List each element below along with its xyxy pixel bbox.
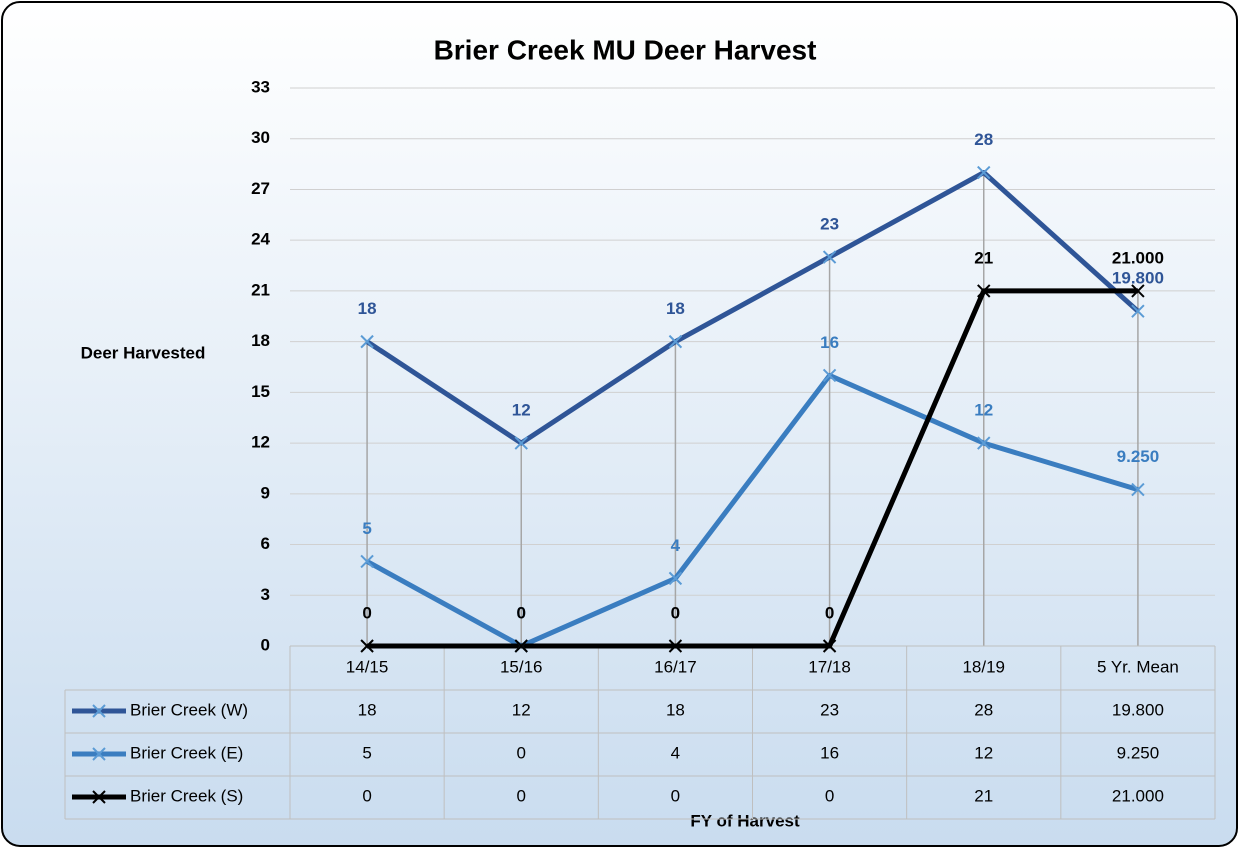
data-label: 0	[362, 603, 371, 622]
marker	[668, 639, 683, 653]
legend-label: Brier Creek (E)	[130, 743, 243, 762]
x-tick-label: 15/16	[500, 657, 543, 676]
y-tick-label: 9	[261, 483, 270, 502]
table-cell: 18	[358, 700, 377, 719]
data-label: 21.000	[1112, 248, 1164, 267]
table-cell: 21.000	[1112, 786, 1164, 805]
data-label: 4	[671, 536, 681, 555]
chart-title: Brier Creek MU Deer Harvest	[434, 34, 817, 65]
marker	[514, 436, 528, 450]
y-axis-label: Deer Harvested	[81, 343, 206, 362]
y-tick-label: 3	[261, 585, 270, 604]
x-tick-label: 16/17	[654, 657, 697, 676]
data-label: 9.250	[1117, 447, 1160, 466]
y-tick-label: 0	[261, 635, 270, 654]
x-tick-label: 5 Yr. Mean	[1097, 657, 1179, 676]
data-label: 5	[362, 519, 371, 538]
marker	[977, 165, 991, 180]
marker	[977, 284, 991, 298]
table-cell: 23	[820, 700, 839, 719]
data-label: 18	[666, 299, 685, 318]
table-cell: 12	[512, 700, 531, 719]
y-tick-label: 21	[251, 280, 270, 299]
marker	[668, 334, 683, 349]
marker	[668, 571, 683, 586]
table-cell: 18	[666, 700, 685, 719]
y-tick-label: 24	[251, 230, 270, 249]
y-tick-label: 27	[251, 179, 270, 198]
marker	[360, 334, 374, 349]
data-label: 0	[517, 603, 526, 622]
series-line	[365, 372, 1139, 649]
series-line	[367, 288, 1138, 649]
table-cell: 0	[825, 786, 834, 805]
marker	[822, 368, 837, 383]
data-label: 0	[825, 603, 834, 622]
table-cell: 5	[362, 743, 371, 762]
marker	[1131, 304, 1145, 318]
legend-marker	[92, 704, 106, 718]
table-cell: 21	[974, 786, 993, 805]
marker	[514, 639, 528, 653]
table-cell: 16	[820, 743, 839, 762]
legend-label: Brier Creek (S)	[130, 786, 243, 805]
marker	[822, 250, 837, 264]
y-tick-label: 6	[261, 534, 270, 553]
table-cell: 28	[974, 700, 993, 719]
data-label: 18	[358, 299, 377, 318]
marker	[360, 554, 374, 569]
data-label: 21	[974, 248, 993, 267]
data-label: 12	[512, 401, 531, 420]
marker	[822, 639, 837, 653]
data-label: 0	[517, 603, 526, 622]
data-label: 28	[974, 130, 993, 149]
x-tick-label: 17/18	[808, 657, 851, 676]
table-cell: 19.800	[1112, 700, 1164, 719]
marker	[1131, 482, 1145, 497]
legend-marker	[92, 790, 106, 804]
x-tick-label: 14/15	[346, 657, 389, 676]
data-label: 0	[671, 603, 680, 622]
y-tick-label: 12	[251, 433, 270, 452]
table-cell: 9.250	[1117, 743, 1160, 762]
data-label: 19.800	[1112, 269, 1164, 288]
series-line	[365, 170, 1140, 446]
y-tick-label: 15	[251, 382, 270, 401]
table-cell: 0	[517, 786, 526, 805]
marker	[977, 436, 991, 450]
table-cell: 0	[362, 786, 371, 805]
data-label: 16	[820, 333, 839, 352]
x-tick-label: 18/19	[962, 657, 1005, 676]
x-axis-label: FY of Harvest	[690, 811, 800, 830]
data-label: 23	[820, 215, 839, 234]
table-cell: 4	[671, 743, 680, 762]
marker	[360, 639, 374, 653]
table-cell: 0	[517, 743, 526, 762]
data-label: 12	[974, 401, 993, 420]
marker	[1131, 284, 1145, 298]
y-tick-label: 30	[251, 128, 270, 147]
table-cell: 12	[974, 743, 993, 762]
y-tick-label: 18	[251, 331, 270, 350]
table-cell: 0	[671, 786, 680, 805]
legend-marker	[92, 747, 106, 761]
legend-label: Brier Creek (W)	[130, 700, 248, 719]
y-tick-label: 33	[251, 77, 270, 96]
